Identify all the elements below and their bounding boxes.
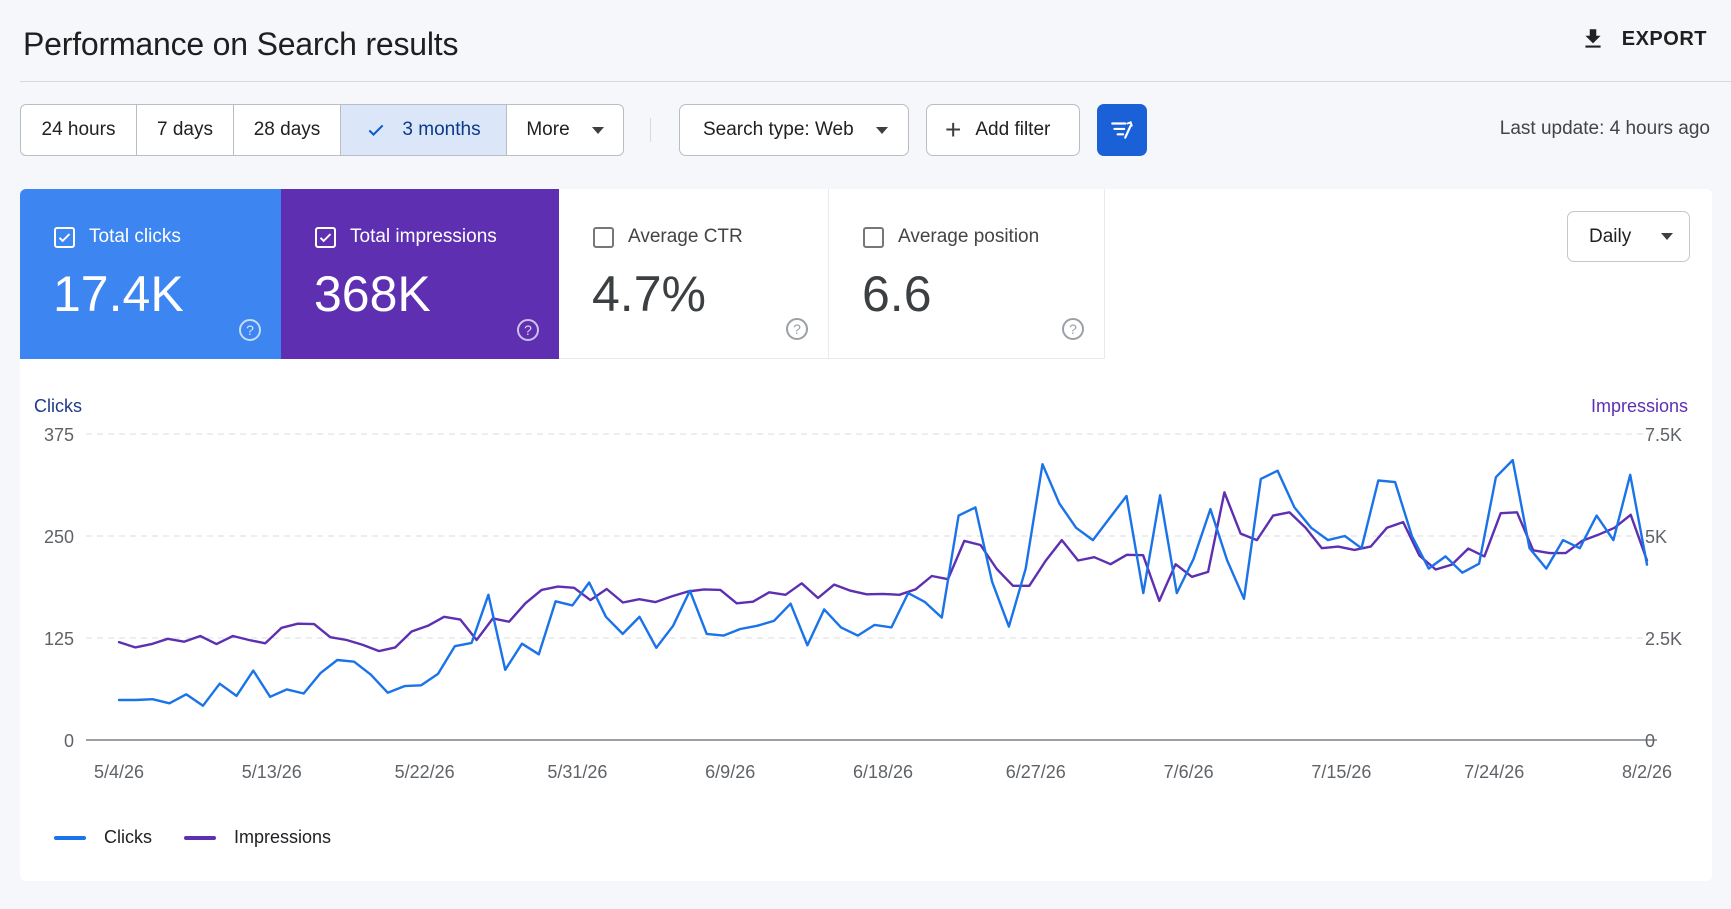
legend-swatch-clicks <box>54 835 86 840</box>
caret-down-icon <box>875 126 888 134</box>
left-tick-label: 375 <box>44 425 74 445</box>
x-tick-label: 7/24/26 <box>1464 762 1524 782</box>
help-icon[interactable]: ? <box>1062 318 1084 340</box>
export-label: EXPORT <box>1621 27 1707 50</box>
left-axis-title: Clicks <box>34 396 82 416</box>
help-icon[interactable]: ? <box>786 318 808 340</box>
series-line-clicks <box>117 458 1649 707</box>
right-tick-label: 0 <box>1645 731 1655 751</box>
metric-label: Average CTR <box>628 226 743 247</box>
search-type-dropdown[interactable]: Search type: Web <box>679 104 909 156</box>
range-label: More <box>526 119 570 140</box>
left-tick-label: 0 <box>64 731 74 751</box>
filter-list-icon <box>1111 121 1133 139</box>
right-tick-label: 2.5K <box>1645 629 1682 649</box>
legend-item-clicks[interactable]: Clicks <box>54 827 152 848</box>
check-icon <box>369 124 384 136</box>
add-filter-label: Add filter <box>975 119 1051 140</box>
performance-line-chart: Clicks Impressions 0 0 125 2.5K 250 5K 375 7.5K 5/… <box>34 396 1688 782</box>
granularity-dropdown[interactable]: Daily <box>1567 211 1690 262</box>
metric-value: 368K <box>314 266 431 322</box>
toolbar: 24 hours 7 days 28 days 3 months More Se… <box>20 104 1710 156</box>
filter-settings-button[interactable] <box>1097 104 1147 156</box>
granularity-label: Daily <box>1589 225 1632 247</box>
help-icon[interactable]: ? <box>239 319 261 341</box>
caret-down-icon <box>1661 233 1674 240</box>
x-tick-label: 8/2/26 <box>1622 762 1672 782</box>
metric-total-clicks[interactable]: Total clicks 17.4K ? <box>20 189 281 359</box>
checkbox-checked-icon[interactable] <box>54 226 75 248</box>
metric-total-impressions[interactable]: Total impressions 368K ? <box>281 189 559 359</box>
performance-card: Total clicks 17.4K ? Total impressions 3… <box>20 189 1712 881</box>
x-tick-label: 5/4/26 <box>94 762 144 782</box>
range-label: 7 days <box>157 119 213 140</box>
right-tick-label: 7.5K <box>1645 425 1682 445</box>
metric-label: Total clicks <box>89 226 181 247</box>
checkbox-unchecked-icon[interactable] <box>593 226 614 248</box>
add-filter-button[interactable]: + Add filter <box>926 104 1080 156</box>
range-label: 24 hours <box>41 119 116 140</box>
download-icon <box>1585 29 1601 48</box>
metric-value: 6.6 <box>862 266 932 322</box>
x-tick-label: 5/13/26 <box>242 762 302 782</box>
right-tick-label: 5K <box>1645 527 1667 547</box>
range-24-hours-button[interactable]: 24 hours <box>21 105 137 155</box>
legend-swatch-impressions <box>184 835 216 840</box>
left-tick-label: 250 <box>44 527 74 547</box>
left-tick-label: 125 <box>44 629 74 649</box>
right-axis-title: Impressions <box>1591 396 1688 416</box>
checkbox-checked-icon[interactable] <box>315 226 336 248</box>
x-tick-label: 5/31/26 <box>547 762 607 782</box>
page-header: Performance on Search results EXPORT <box>0 0 1731 82</box>
metric-value: 17.4K <box>53 266 184 322</box>
range-3-months-button[interactable]: 3 months <box>341 105 507 155</box>
metric-average-ctr[interactable]: Average CTR 4.7% ? <box>559 189 829 359</box>
search-type-label: Search type: Web <box>703 119 854 140</box>
x-tick-label: 6/18/26 <box>853 762 913 782</box>
chart-legend: Clicks Impressions <box>54 827 363 848</box>
x-tick-label: 6/9/26 <box>705 762 755 782</box>
metric-label: Total impressions <box>350 226 497 247</box>
range-label: 28 days <box>253 119 321 140</box>
toolbar-separator <box>650 118 651 142</box>
metric-label: Average position <box>898 226 1040 247</box>
metric-average-position[interactable]: Average position 6.6 ? <box>829 189 1105 359</box>
caret-down-icon <box>591 126 604 134</box>
series-line-impressions <box>117 491 1649 653</box>
metric-value: 4.7% <box>592 266 706 322</box>
x-tick-label: 5/22/26 <box>395 762 455 782</box>
plus-icon: + <box>945 114 962 145</box>
range-label: 3 months <box>402 119 481 140</box>
checkbox-unchecked-icon[interactable] <box>863 226 884 248</box>
x-tick-label: 6/27/26 <box>1006 762 1066 782</box>
export-button[interactable]: EXPORT <box>1580 26 1707 52</box>
date-range-group: 24 hours 7 days 28 days 3 months More <box>20 104 624 156</box>
legend-label: Clicks <box>104 827 152 847</box>
x-tick-label: 7/15/26 <box>1311 762 1371 782</box>
legend-label: Impressions <box>234 827 332 847</box>
range-28-days-button[interactable]: 28 days <box>234 105 341 155</box>
range-7-days-button[interactable]: 7 days <box>137 105 234 155</box>
header-divider <box>20 81 1731 82</box>
page-title: Performance on Search results <box>23 26 459 62</box>
range-more-dropdown[interactable]: More <box>507 105 623 155</box>
help-icon[interactable]: ? <box>517 319 539 341</box>
legend-item-impressions[interactable]: Impressions <box>184 827 331 848</box>
last-update-text: Last update: 4 hours ago <box>1499 118 1710 139</box>
x-tick-label: 7/6/26 <box>1164 762 1214 782</box>
